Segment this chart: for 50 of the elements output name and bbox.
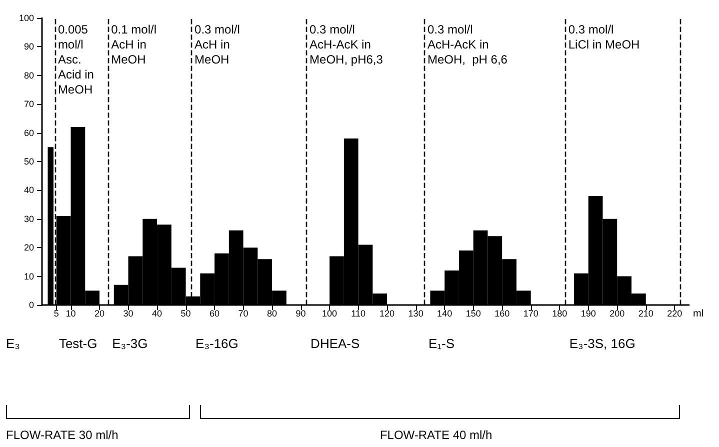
text: Test-G: [58, 336, 98, 351]
x-tick-label: 190: [580, 308, 596, 318]
annotation: 0.3 mol/l AcH-AcK in MeOH, pH 6,6: [427, 22, 508, 66]
annotation: 0.3 mol/l AcH in MeOH: [194, 22, 240, 66]
text: E₃: [6, 336, 20, 351]
x-tick-label: 180: [552, 308, 568, 318]
y-tick-label: 20: [24, 242, 34, 253]
y-tick-label: 0: [28, 300, 34, 310]
x-tick-label: 120: [380, 308, 395, 318]
x-tick-label: 10: [66, 308, 76, 318]
x-tick-label: 170: [523, 308, 538, 318]
y-tick-label: 90: [24, 42, 34, 52]
text: E₃-3G: [112, 336, 148, 351]
annotation: 0.1 mol/l AcH in MeOH: [111, 22, 156, 66]
annotation: 0.005 mol/l Asc. Acid in MeOH: [58, 22, 94, 96]
y-tick-label: 60: [24, 128, 34, 138]
x-tick-label: 60: [210, 308, 220, 318]
x-tick-label: 50: [180, 308, 191, 318]
x-axis-title: ml: [693, 308, 704, 320]
text: FLOW-RATE 30 ml/h: [6, 428, 118, 442]
x-tick-label: 160: [494, 308, 510, 318]
x-tick-label: 210: [638, 308, 654, 318]
x-tick-label: 30: [123, 308, 134, 318]
y-tick-label: 70: [24, 99, 34, 110]
x-tick-label: 90: [296, 308, 306, 318]
x-tick-label: 150: [466, 308, 481, 318]
text: E₁-S: [428, 336, 455, 351]
annotation: 0.3 mol/l LiCl in MeOH: [568, 22, 640, 52]
x-tick-label: 5: [54, 308, 59, 318]
x-tick-label: 100: [322, 308, 338, 318]
y-tick-label: 100: [18, 13, 34, 23]
text: DHEA-S: [310, 336, 360, 351]
x-tick-label: 220: [667, 308, 682, 318]
x-tick-label: 200: [610, 308, 625, 318]
x-tick-label: 70: [238, 308, 248, 318]
x-tick-label: 20: [94, 308, 105, 318]
y-tick-label: 40: [24, 185, 34, 196]
y-tick-label: 50: [24, 156, 34, 166]
x-tick-label: 110: [351, 308, 366, 318]
x-tick-label: 140: [437, 308, 452, 318]
x-tick-label: 80: [267, 308, 278, 318]
x-tick-label: 130: [408, 308, 424, 318]
annotation: 0.3 mol/l AcH-AcK in MeOH, pH6,3: [310, 22, 384, 66]
text: E₃-16G: [196, 336, 238, 351]
x-tick-label: 40: [152, 308, 162, 318]
y-tick-label: 10: [24, 271, 34, 282]
text: FLOW-RATE 40 ml/h: [380, 428, 492, 442]
y-tick-label: 80: [24, 70, 34, 80]
text: E₃-3S, 16G: [569, 336, 636, 351]
y-tick-label: 30: [24, 214, 34, 224]
